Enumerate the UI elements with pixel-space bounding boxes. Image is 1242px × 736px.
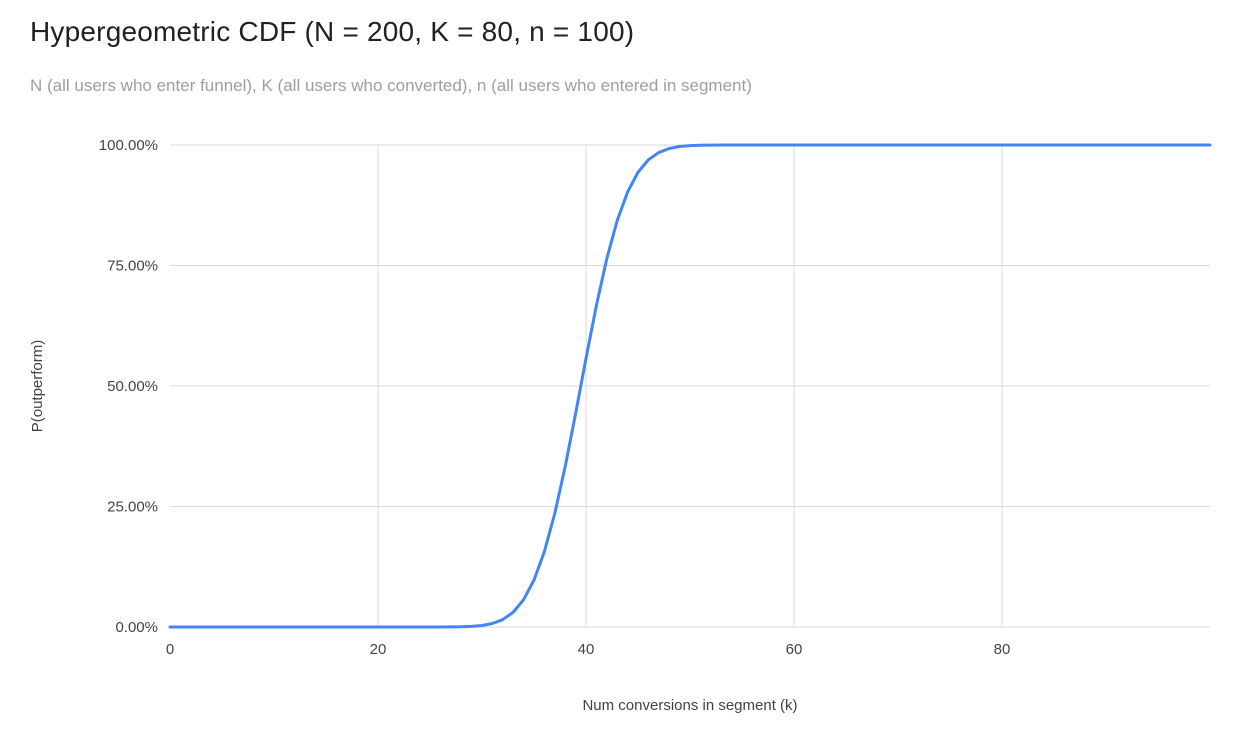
cdf-line-chart: 0.00% 25.00% 50.00% 75.00% 100.00% 0 20 40 60 80… [29,137,1212,714]
x-tick-label: 40 [578,641,595,658]
y-tick-label: 0.00% [115,619,158,636]
y-tick-label: 75.00% [107,258,158,275]
chart-subtitle: N (all users who enter funnel), K (all u… [30,76,752,95]
x-tick-label: 0 [166,641,174,658]
x-tick-label: 80 [994,641,1011,658]
y-axis-title: P(outperform) [29,340,46,433]
x-axis-tick-labels: 0 20 40 60 80 [166,641,1011,658]
y-tick-label: 25.00% [107,499,158,516]
y-tick-label: 50.00% [107,378,158,395]
y-tick-label: 100.00% [99,137,158,154]
y-axis-tick-labels: 0.00% 25.00% 50.00% 75.00% 100.00% [99,137,158,636]
x-tick-label: 60 [786,641,803,658]
gridlines [170,144,1210,628]
x-tick-label: 20 [370,641,387,658]
cdf-line-series [168,143,1212,629]
x-axis-title: Num conversions in segment (k) [582,697,797,714]
chart-title: Hypergeometric CDF (N = 200, K = 80, n =… [30,16,635,47]
